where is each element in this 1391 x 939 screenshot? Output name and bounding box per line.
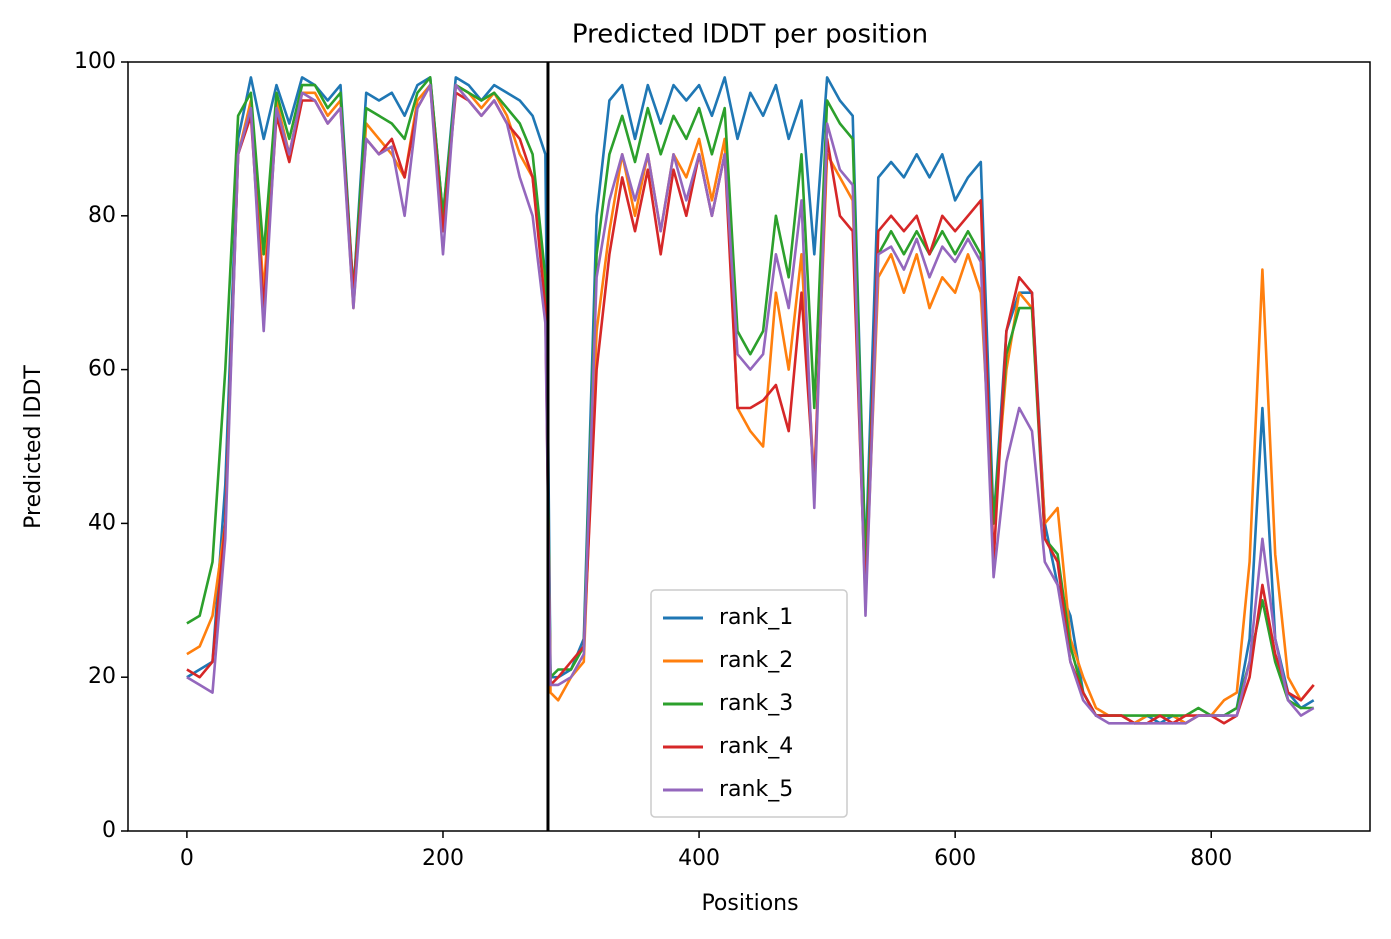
x-axis-label: Positions: [701, 891, 798, 916]
y-tick-label: 40: [88, 510, 116, 535]
x-tick-label: 800: [1190, 846, 1232, 871]
y-tick-label: 60: [88, 357, 116, 382]
legend: rank_1 rank_2 rank_3 rank_4 rank_5: [650, 589, 848, 818]
chart-title: Predicted lDDT per position: [572, 20, 928, 50]
x-tick-label: 200: [422, 846, 464, 871]
x-tick-label: 0: [180, 846, 194, 871]
x-tick-label: 400: [678, 846, 720, 871]
series-line: [186, 83, 1315, 725]
plot-frame: [127, 61, 1371, 832]
legend-label: rank_5: [719, 777, 793, 802]
legend-label: rank_4: [719, 734, 793, 759]
x-tick-label: 600: [934, 846, 976, 871]
y-tick-label: 80: [88, 203, 116, 228]
legend-label: rank_1: [719, 605, 793, 630]
legend-label: rank_3: [719, 691, 793, 716]
y-axis-label: Predicted lDDT: [21, 365, 46, 529]
legend-label: rank_2: [719, 648, 793, 673]
y-tick-label: 100: [74, 49, 116, 74]
y-tick-label: 20: [88, 664, 116, 689]
legend-box: [650, 589, 848, 818]
y-tick-label: 0: [102, 818, 116, 843]
